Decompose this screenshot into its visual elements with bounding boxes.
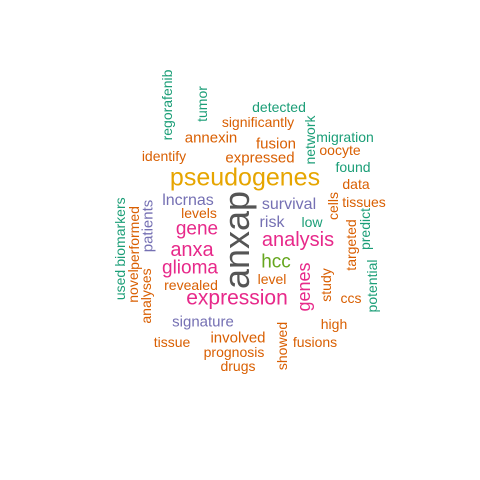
word-survival: survival: [261, 196, 317, 213]
word-signature: signature: [172, 313, 234, 331]
word-found: found: [335, 159, 371, 175]
word-performed: performed: [126, 206, 142, 270]
word-biomarkers: biomarkers: [112, 197, 128, 267]
word-migration: migration: [316, 129, 374, 145]
word-tumor: tumor: [194, 86, 210, 122]
word-predict: predict: [357, 207, 373, 251]
word-cells: cells: [325, 191, 341, 221]
word-involved: involved: [210, 329, 266, 347]
word-genes: genes: [294, 262, 314, 312]
word-gene: gene: [175, 218, 219, 240]
word-used: used: [112, 269, 128, 301]
word-low: low: [301, 214, 323, 230]
word-annexin: annexin: [184, 129, 238, 147]
word-high: high: [320, 316, 348, 332]
word-fusion: fusion: [255, 135, 297, 153]
word-revealed: revealed: [164, 277, 218, 293]
word-anxa: anxa: [170, 239, 214, 261]
word-ccs: ccs: [340, 290, 362, 306]
word-oocyte: oocyte: [319, 142, 361, 158]
word-targeted: targeted: [343, 219, 359, 271]
word-novel: novel: [125, 269, 141, 303]
word-regorafenib: regorafenib: [159, 69, 175, 141]
word-analysis: analysis: [261, 229, 335, 251]
word-identify: identify: [141, 148, 187, 164]
word-network: network: [302, 115, 318, 165]
word-hcc: hcc: [261, 251, 291, 273]
word-patients: patients: [139, 199, 157, 253]
word-risk: risk: [259, 214, 285, 231]
word-detected: detected: [252, 99, 306, 115]
word-tissues: tissues: [342, 194, 386, 210]
word-tissue: tissue: [153, 334, 191, 350]
word-pseudogenes: pseudogenes: [169, 163, 321, 192]
word-fusions: fusions: [292, 334, 338, 350]
word-glioma: glioma: [162, 257, 218, 279]
word-analyses: analyses: [138, 268, 154, 324]
word-potential: potential: [364, 259, 380, 313]
word-expressed: expressed: [225, 149, 295, 167]
word-expression: expression: [186, 286, 288, 310]
word-anxap: anxap: [216, 190, 257, 290]
word-drugs: drugs: [220, 358, 256, 374]
word-significantly: significantly: [221, 114, 295, 130]
word-showed: showed: [274, 321, 290, 371]
word-data: data: [342, 176, 370, 192]
word-prognosis: prognosis: [203, 344, 265, 360]
word-level: level: [257, 271, 287, 287]
word-lncrnas: lncrnas: [162, 192, 214, 209]
word-study: study: [318, 268, 334, 302]
word-levels: levels: [181, 205, 217, 221]
